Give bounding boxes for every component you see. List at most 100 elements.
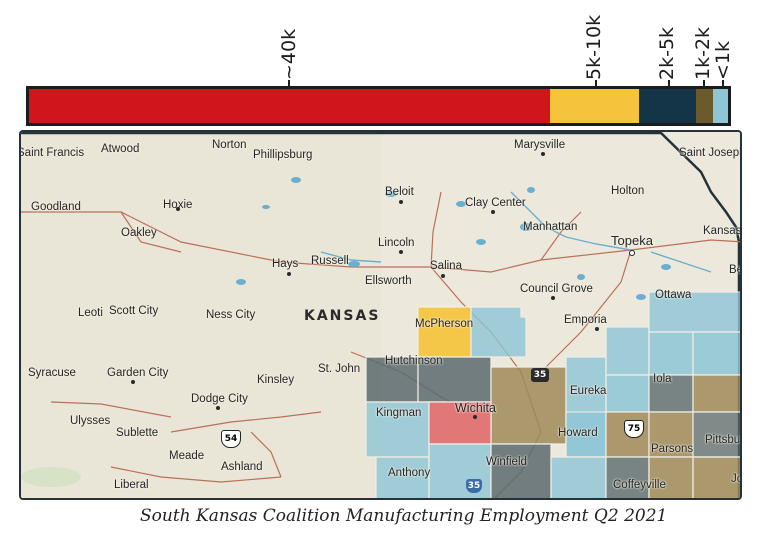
city-ottawa: Ottawa: [655, 289, 692, 301]
legend-label-2k-5k: 2k-5k: [656, 26, 678, 80]
county-crawford: [692, 411, 740, 458]
city-garden-city: Garden City: [107, 367, 169, 379]
legend-label-40k: ~40k: [278, 28, 300, 80]
city-dot: [131, 380, 135, 384]
city-eureka: Eureka: [570, 385, 607, 397]
city-kingman: Kingman: [376, 407, 422, 419]
legend-labels: ~40k 5k-10k 2k-5k 1k-2k <1k: [0, 0, 764, 88]
county-woodson: [605, 374, 650, 413]
legend-tick: [722, 80, 724, 88]
legend-swatch-2: [638, 89, 696, 123]
city-ellsworth: Ellsworth: [365, 275, 412, 287]
city-ulysses: Ulysses: [70, 415, 111, 427]
city-sublette: Sublette: [116, 427, 159, 439]
city-ashland: Ashland: [221, 461, 263, 473]
county-ottawa-row: [648, 291, 740, 333]
legend-tick: [703, 80, 705, 88]
highway-shield-label: 54: [224, 434, 238, 444]
city-beloit: Beloit: [385, 186, 414, 198]
city-pittsburg: Pittsburg: [705, 434, 741, 446]
city-hoxie: Hoxie: [163, 199, 193, 211]
county-montgomery: [605, 456, 650, 498]
city-kinsley: Kinsley: [257, 374, 295, 386]
city-ness-city: Ness City: [206, 309, 256, 321]
city-clay-center: Clay Center: [465, 197, 526, 209]
city-dot: [491, 210, 495, 214]
legend-label-1k-2k: 1k-2k: [692, 26, 714, 80]
city-dot: [176, 207, 180, 211]
city-dot: [399, 250, 403, 254]
city-coffeyville: Coffeyville: [613, 479, 666, 491]
city-dot: [551, 296, 555, 300]
city-dot: [441, 274, 445, 278]
state-label: KANSAS: [304, 308, 381, 324]
city-howard: Howard: [558, 427, 598, 439]
legend-tick: [668, 80, 670, 88]
legend-swatch-3: [695, 89, 713, 123]
rivers: [320, 191, 712, 273]
city-marysville: Marysville: [514, 139, 566, 151]
county-linn: [692, 331, 740, 376]
city-st-john: St. John: [318, 363, 361, 375]
city-phillipsburg: Phillipsburg: [253, 149, 313, 161]
legend-color-bar: [26, 86, 731, 126]
city-dot: [216, 406, 220, 410]
city-parsons: Parsons: [651, 443, 694, 455]
city-dodge-city: Dodge City: [191, 393, 248, 405]
highway-shield-label: 35: [533, 370, 547, 380]
county-bourbon: [692, 374, 740, 413]
city-russell: Russell: [311, 255, 349, 267]
city-dot: [287, 272, 291, 276]
legend-tick: [595, 80, 597, 88]
city-hutchinson: Hutchinson: [385, 355, 443, 367]
city-dot: [629, 250, 635, 256]
city-hays: Hays: [272, 258, 299, 270]
county-harper: [375, 456, 430, 498]
highway-shield-75: 75: [624, 420, 644, 438]
legend-label-5k-10k: 5k-10k: [583, 14, 605, 80]
county-sumner: [428, 443, 492, 498]
county-cowley: [490, 443, 552, 498]
green-area: [21, 467, 81, 487]
city-oakley: Oakley: [121, 227, 157, 239]
city-syracuse: Syracuse: [28, 367, 76, 379]
city-winfield: Winfield: [486, 456, 527, 468]
city-edge-be: Be: [729, 264, 742, 276]
county-labette: [648, 456, 694, 498]
city-wichita: Wichita: [455, 401, 496, 415]
map-canvas: [21, 132, 740, 498]
city-scott-city: Scott City: [109, 305, 159, 317]
city-holton: Holton: [611, 185, 645, 197]
county-mcpherson: [417, 306, 472, 358]
legend-swatch-4: [712, 89, 728, 123]
county-marion: [470, 306, 527, 358]
highway-shield-label: 75: [627, 424, 641, 434]
city-saint-francis: Saint Francis: [19, 147, 85, 159]
city-iola: Iola: [653, 373, 672, 385]
legend-swatch-0: [29, 89, 551, 123]
state-border: [21, 132, 740, 498]
city-dot: [541, 152, 545, 156]
city-topeka: Topeka: [611, 233, 653, 248]
city-atwood: Atwood: [101, 143, 140, 155]
city-dot: [399, 200, 403, 204]
city-liberal: Liberal: [114, 479, 149, 491]
county-choropleth: [365, 291, 740, 498]
county-butler: [490, 366, 567, 445]
highway-shield-label: 35: [467, 481, 481, 491]
county-lyon-south: [605, 326, 650, 376]
map-panel[interactable]: KANSAS 54 35 35 75 Saint Francis Atwood …: [19, 130, 742, 500]
legend-label-lt1k: <1k: [712, 40, 734, 80]
lakes: [236, 177, 671, 300]
city-dot: [473, 415, 477, 419]
legend-tick: [288, 80, 290, 88]
city-council-grove: Council Grove: [520, 283, 593, 295]
city-manhattan: Manhattan: [523, 221, 578, 233]
city-norton: Norton: [212, 139, 247, 151]
city-anthony: Anthony: [388, 467, 431, 479]
county-cherokee: [692, 456, 740, 498]
highway-shield-35-north: 35: [531, 368, 549, 382]
city-salina: Salina: [430, 260, 462, 272]
county-anderson: [648, 331, 694, 376]
city-edge-jo: Jo: [731, 473, 742, 485]
